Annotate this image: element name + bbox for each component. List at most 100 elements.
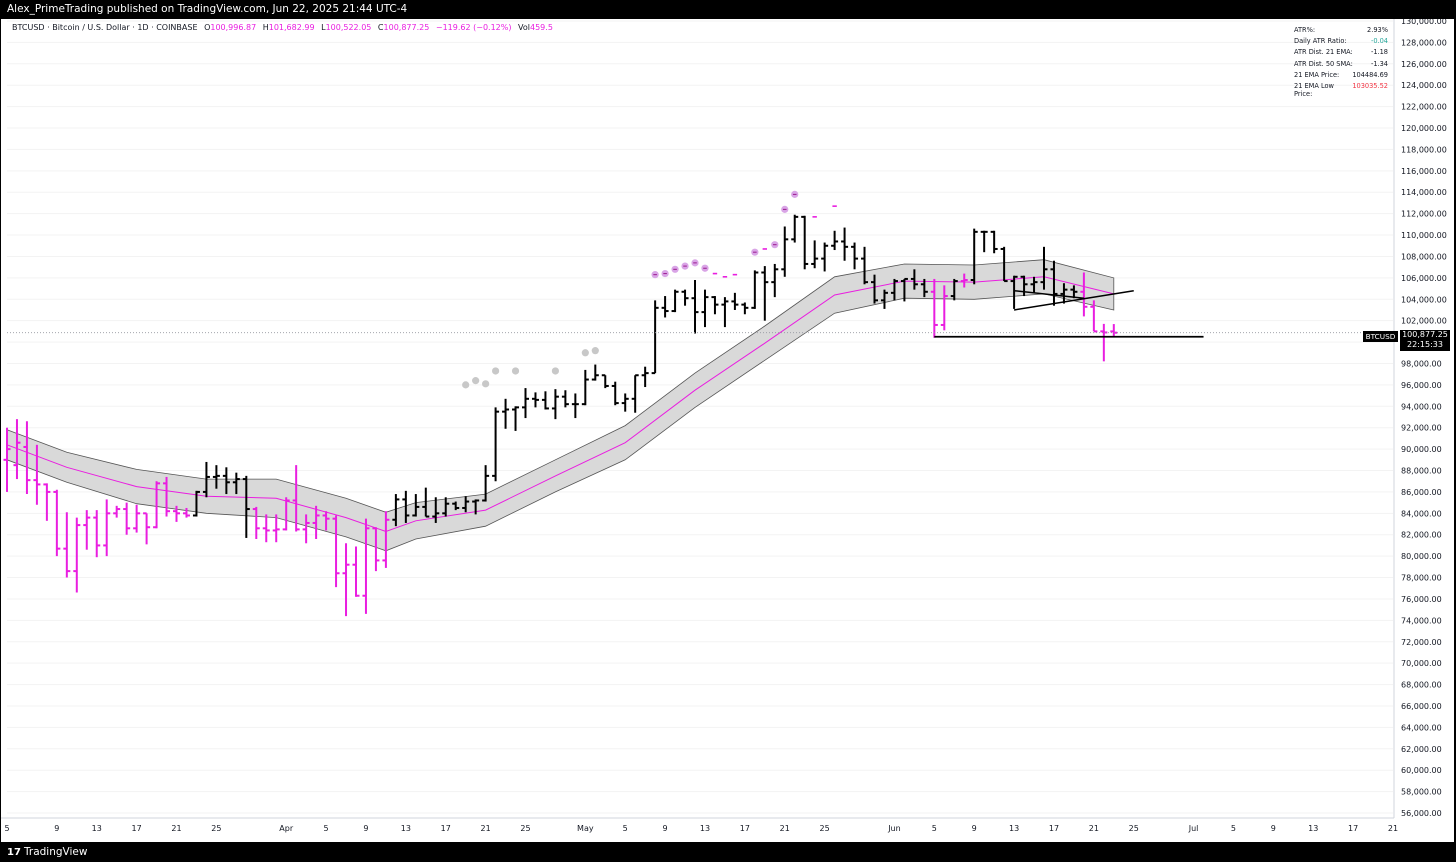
ohlc-bar [771,263,779,298]
ohlc-bar [242,475,250,538]
high-value: 101,682.99 [268,23,315,32]
ohlc-bar [432,497,440,523]
ohlc-bar [1110,324,1118,337]
price-tick-label: 126,000.00 [1401,60,1447,69]
ohlc-bar [312,505,320,540]
time-tick-label: 13 [700,824,710,833]
ohlc-bar [33,444,41,505]
ohlc-bar [302,514,310,544]
stats-value: -1.34 [1370,59,1388,68]
ohlc-bar [561,390,569,408]
price-tick-label: 130,000.00 [1401,19,1447,26]
price-tick-label: 70,000.00 [1401,659,1442,668]
ohlc-bar [352,546,360,597]
ohlc-bar [482,465,490,502]
time-tick-label: 21 [1089,824,1099,833]
time-tick-label: 5 [623,824,628,833]
ohlc-bar [93,510,101,558]
stats-label: ATR Dist. 21 EMA: [1294,48,1353,57]
time-tick-label: Jun [887,824,901,833]
price-tick-label: 94,000.00 [1401,402,1442,411]
ohlc-bar [821,242,829,272]
price-tick-label: 112,000.00 [1401,210,1447,219]
ohlc-bar [621,393,629,412]
time-tick-label: 5 [4,824,9,833]
stats-row: 21 EMA Low Price: 103035.52 [1294,82,1388,98]
tradingview-brand: TradingView [24,846,88,858]
price-tick-label: 80,000.00 [1401,552,1442,561]
ohlc-bar [691,280,699,334]
price-bars [3,214,1118,617]
ohlc-bar [1020,275,1028,297]
time-tick-label: 9 [663,824,668,833]
ohlc-bar [182,507,190,518]
time-tick-label: 5 [324,824,329,833]
time-tick-label: 21 [780,824,790,833]
price-tick-label: 74,000.00 [1401,616,1442,625]
time-tick-label: 9 [972,824,977,833]
ohlc-bar [721,297,729,328]
ohlc-bar [761,266,769,321]
ohlc-bar [861,246,869,285]
ohlc-bar [412,494,420,517]
ohlc-bar [143,512,151,545]
time-tick-label: 17 [132,824,142,833]
ohlc-bar [930,278,938,338]
time-tick-label: 25 [211,824,221,833]
signal-dot [581,349,589,357]
signal-dot [482,380,490,388]
stats-row: ATR%: 2.93% [1294,26,1388,37]
ema-21-line [6,276,1114,533]
ohlc-bar [960,273,968,288]
bottom-bar: 17 TradingView [0,842,1456,862]
chart-canvas[interactable]: 56,000.00 58,000.00 60,000.00 62,000.00 64,0… [1,19,1454,842]
bar-countdown: 22:15:33 [1407,340,1443,349]
last-price-value: 100,877.25 [1402,330,1448,339]
time-tick-label: Apr [279,824,294,833]
price-tick-label: 96,000.00 [1401,381,1442,390]
price-tick-label: 84,000.00 [1401,509,1442,518]
time-tick-label: 17 [740,824,750,833]
ohlc-bar [791,214,799,243]
trendline [1013,289,1134,311]
price-tick-label: 128,000.00 [1401,38,1447,47]
ohlc-bar [123,502,131,535]
ohlc-bar [531,392,539,408]
chart-legend[interactable]: BTCUSD · Bitcoin / U.S. Dollar · 1D · CO… [12,23,553,32]
ohlc-bar [173,505,181,522]
ohlc-bar [23,421,31,495]
ohlc-bar [222,467,230,495]
ohlc-bar [502,398,510,429]
ohlc-bar [950,278,958,301]
symbol-description[interactable]: BTCUSD · Bitcoin / U.S. Dollar · 1D · CO… [12,23,198,32]
ohlc-bar [252,506,260,540]
ohlc-bar [153,481,161,529]
ohlc-bar [970,228,978,285]
ohlc-bar [442,497,450,517]
price-tick-label: 60,000.00 [1401,766,1442,775]
ohlc-bar [262,514,270,543]
ohlc-bar [1090,300,1098,333]
ohlc-bar [641,366,649,388]
price-tick-label: 82,000.00 [1401,531,1442,540]
ohlc-bar [681,289,689,306]
time-tick-label: 25 [820,824,830,833]
ohlc-bar [701,289,709,328]
ohlc-bar [422,487,430,518]
chart-frame[interactable]: 56,000.00 58,000.00 60,000.00 62,000.00 64,0… [1,19,1454,842]
price-tick-label: 98,000.00 [1401,359,1442,368]
signal-dot [462,381,470,389]
ohlc-bar [332,515,340,588]
ohlc-bar [651,300,659,375]
time-tick-label: 13 [1308,824,1318,833]
price-tick-label: 102,000.00 [1401,317,1447,326]
symbol-tag: BTCUSD [1363,331,1398,342]
ohlc-bar [392,494,400,527]
open-label: O [204,23,211,32]
signal-dot [551,367,560,375]
price-tick-label: 110,000.00 [1401,231,1447,240]
stats-label: ATR Dist. 50 SMA: [1294,59,1353,68]
ohlc-bar [1050,260,1058,306]
ema-band-area [6,259,1115,552]
stats-row: ATR Dist. 21 EMA: -1.18 [1294,48,1388,59]
